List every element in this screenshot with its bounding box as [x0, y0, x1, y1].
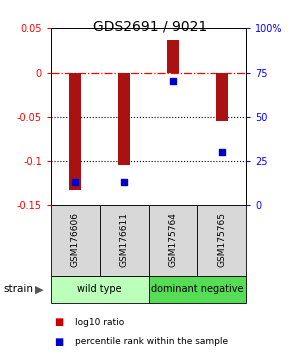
Text: dominant negative: dominant negative	[151, 284, 244, 295]
Point	[73, 179, 78, 185]
Text: ▶: ▶	[35, 284, 43, 295]
Text: log10 ratio: log10 ratio	[75, 318, 124, 327]
Bar	[118, 73, 130, 166]
Text: percentile rank within the sample: percentile rank within the sample	[75, 337, 228, 346]
Text: wild type: wild type	[77, 284, 122, 295]
Text: ■: ■	[54, 317, 63, 327]
Bar	[69, 73, 82, 190]
Bar	[51, 205, 100, 276]
Text: GSM176606: GSM176606	[71, 212, 80, 267]
Text: ■: ■	[54, 337, 63, 347]
Point	[170, 79, 175, 84]
Text: GSM176611: GSM176611	[120, 212, 129, 267]
Bar	[51, 276, 148, 303]
Bar	[100, 205, 148, 276]
Point	[219, 149, 224, 155]
Bar	[148, 276, 246, 303]
Text: GDS2691 / 9021: GDS2691 / 9021	[93, 19, 207, 34]
Bar	[148, 205, 197, 276]
Bar	[215, 73, 228, 121]
Bar	[197, 205, 246, 276]
Text: GSM175765: GSM175765	[217, 212, 226, 267]
Bar	[167, 40, 179, 73]
Text: GSM175764: GSM175764	[168, 212, 177, 267]
Point	[122, 179, 127, 185]
Text: strain: strain	[3, 284, 33, 295]
